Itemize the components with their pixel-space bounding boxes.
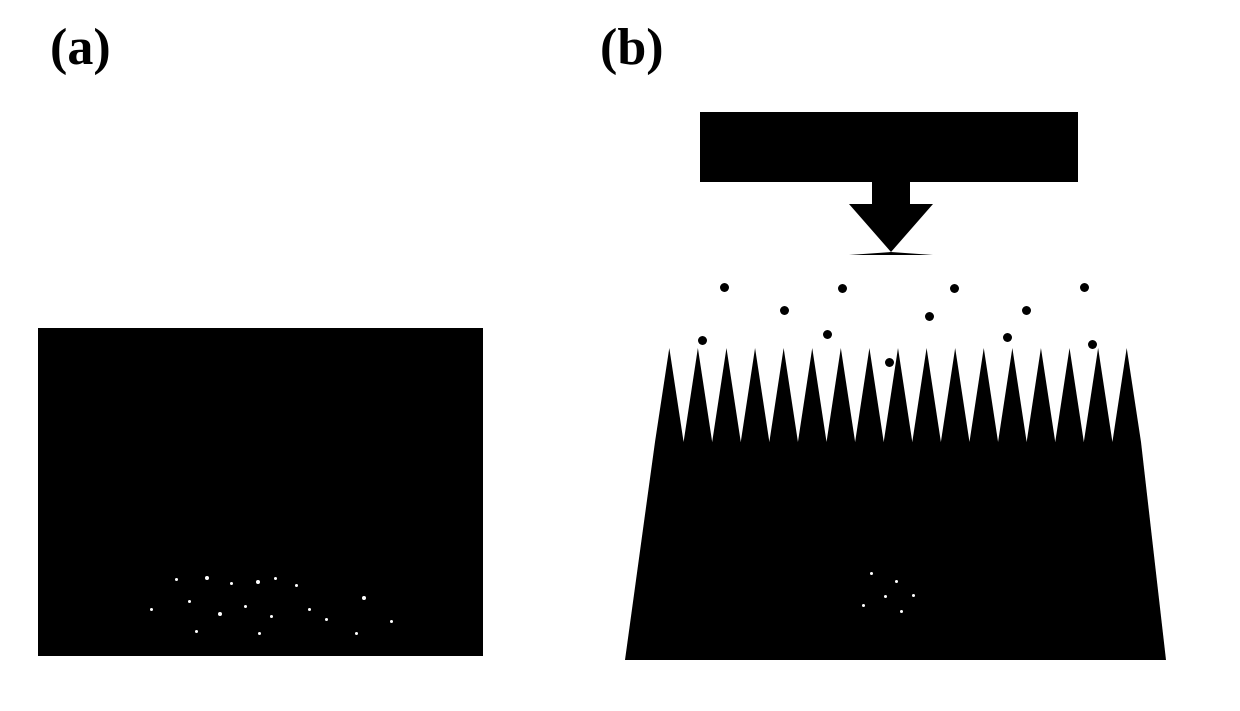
spike <box>855 348 884 442</box>
speckle <box>195 630 198 633</box>
particle-dot <box>885 358 894 367</box>
speckle <box>308 608 311 611</box>
spike <box>1084 348 1113 442</box>
speckle <box>205 576 209 580</box>
speckle <box>355 632 358 635</box>
speckle <box>870 572 873 575</box>
speckle <box>274 577 277 580</box>
speckle <box>230 582 233 585</box>
speckle <box>390 620 393 623</box>
particle-dot <box>925 312 934 321</box>
spike <box>827 348 856 442</box>
particle-dot <box>1022 306 1031 315</box>
surface-spikes <box>655 348 1141 442</box>
spike <box>1027 348 1056 442</box>
spike <box>912 348 941 442</box>
speckle <box>270 615 273 618</box>
speckle <box>258 632 261 635</box>
particle-dot <box>780 306 789 315</box>
deposition-arrow-head <box>849 204 933 255</box>
speckle <box>362 596 366 600</box>
particle-dot <box>950 284 959 293</box>
spike <box>798 348 827 442</box>
speckle <box>862 604 865 607</box>
deposition-source-bar <box>700 112 1078 182</box>
particle-dot <box>823 330 832 339</box>
speckle <box>884 595 887 598</box>
speckle <box>895 580 898 583</box>
panel-b-label: (b) <box>600 18 664 77</box>
panel-b-substrate <box>625 442 1166 660</box>
speckle <box>912 594 915 597</box>
particle-dot <box>698 336 707 345</box>
particle-dot <box>1003 333 1012 342</box>
speckle <box>188 600 191 603</box>
spike <box>1055 348 1084 442</box>
spike <box>655 348 684 442</box>
panel-a-label: (a) <box>50 18 111 77</box>
speckle <box>244 605 247 608</box>
spike <box>712 348 741 442</box>
speckle <box>295 584 298 587</box>
speckle <box>256 580 260 584</box>
spike <box>998 348 1027 442</box>
particle-dot <box>1080 283 1089 292</box>
particle-dot <box>838 284 847 293</box>
spike <box>684 348 713 442</box>
deposition-arrow-stem <box>872 182 910 204</box>
speckle <box>175 578 178 581</box>
spike <box>941 348 970 442</box>
particle-dot <box>720 283 729 292</box>
spike <box>741 348 770 442</box>
speckle <box>325 618 328 621</box>
speckle <box>218 612 222 616</box>
speckle <box>900 610 903 613</box>
speckle <box>150 608 153 611</box>
spike <box>969 348 998 442</box>
spike <box>1112 348 1141 442</box>
panel-a-substrate <box>38 328 483 656</box>
spike <box>769 348 798 442</box>
particle-dot <box>1088 340 1097 349</box>
